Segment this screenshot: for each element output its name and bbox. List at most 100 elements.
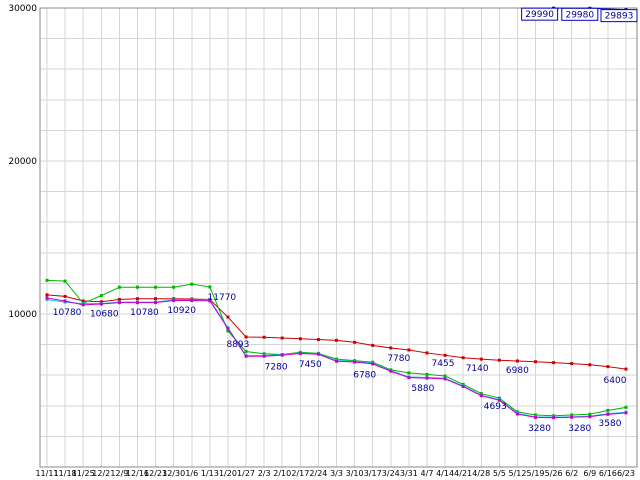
y-tick-label: 20000 bbox=[8, 157, 37, 167]
y-axis-tick-labels: 10000 20000 30000 bbox=[8, 4, 37, 320]
series-red-marker bbox=[606, 365, 610, 369]
x-tick-label: 5/5 bbox=[493, 469, 506, 478]
series-green-marker bbox=[624, 405, 628, 409]
point-label: 10920 bbox=[167, 306, 196, 316]
x-tick-label: 3/31 bbox=[400, 469, 418, 478]
series-magenta-marker bbox=[335, 359, 338, 363]
series-red-marker bbox=[63, 294, 67, 298]
series-magenta-marker bbox=[244, 354, 248, 358]
series-magenta-marker bbox=[190, 299, 194, 303]
x-tick-label: 12/9 bbox=[110, 469, 128, 478]
series-red-marker bbox=[262, 335, 266, 339]
series-green-marker bbox=[570, 413, 574, 417]
series-magenta-marker bbox=[570, 415, 574, 419]
series-magenta-marker bbox=[154, 301, 158, 305]
x-tick-label: 11/11 bbox=[35, 469, 58, 478]
series-red-marker bbox=[552, 361, 556, 365]
series-magenta-marker bbox=[534, 415, 538, 419]
series-red-marker bbox=[570, 362, 574, 366]
series-red-marker bbox=[335, 338, 338, 342]
series-magenta-marker bbox=[226, 327, 230, 331]
series-green-marker bbox=[190, 282, 194, 286]
x-tick-label: 1/6 bbox=[185, 469, 198, 478]
series-red-marker bbox=[425, 351, 429, 355]
series-magenta-marker bbox=[588, 415, 592, 419]
series-green-marker bbox=[63, 279, 67, 283]
series-red-marker bbox=[389, 346, 393, 350]
series-red-marker bbox=[45, 293, 49, 297]
point-labels: 10780 10680 10780 10920 11770 8893 7280 7450 678… bbox=[53, 7, 638, 434]
series-green-marker bbox=[99, 294, 103, 298]
series-green-marker bbox=[208, 285, 212, 289]
x-tick-label: 6/9 bbox=[583, 469, 596, 478]
series-magenta-marker bbox=[298, 351, 302, 355]
series-magenta-marker bbox=[81, 303, 85, 307]
point-label: 7280 bbox=[265, 363, 288, 373]
series-magenta bbox=[45, 296, 628, 420]
x-tick-label: 12/2 bbox=[92, 469, 110, 478]
series-green-marker bbox=[335, 357, 338, 361]
x-tick-label: 4/21 bbox=[454, 469, 472, 478]
boxed-point-label-frame bbox=[521, 7, 559, 21]
x-tick-label: 2/3 bbox=[258, 469, 271, 478]
x-tick-label: 1/13 bbox=[201, 469, 219, 478]
x-tick-label: 6/23 bbox=[617, 469, 635, 478]
point-label: 29980 bbox=[565, 10, 594, 20]
series-magenta-marker bbox=[425, 376, 429, 380]
series-magenta-marker bbox=[552, 416, 556, 420]
x-tick-label: 12/23 bbox=[144, 469, 167, 478]
series-green-marker bbox=[244, 349, 248, 353]
series-red-marker bbox=[298, 337, 302, 341]
x-tick-label: 1/27 bbox=[237, 469, 255, 478]
x-tick-label: 6/16 bbox=[599, 469, 617, 478]
x-tick-label: 3/24 bbox=[382, 469, 400, 478]
series-red-marker bbox=[443, 353, 447, 357]
series-green-marker bbox=[226, 329, 230, 333]
point-label: 4693 bbox=[484, 402, 507, 412]
series-red-marker bbox=[280, 336, 284, 340]
series-magenta-marker bbox=[479, 394, 483, 398]
series-magenta-marker bbox=[262, 354, 266, 358]
x-tick-label: 3/17 bbox=[364, 469, 382, 478]
x-tick-label: 4/28 bbox=[472, 469, 490, 478]
series-red-marker bbox=[244, 335, 248, 339]
series-green-marker bbox=[407, 371, 411, 375]
series-magenta-marker bbox=[461, 385, 465, 389]
point-label: 29990 bbox=[525, 10, 554, 20]
x-tick-label: 5/12 bbox=[508, 469, 526, 478]
series-magenta-marker bbox=[172, 299, 176, 303]
series-magenta-marker bbox=[497, 398, 501, 402]
series-cyan-marker bbox=[45, 297, 49, 301]
point-label: 29893 bbox=[605, 12, 634, 22]
point-label: 10780 bbox=[53, 308, 82, 318]
boxed-point-label-frame bbox=[600, 9, 638, 23]
series-green-marker bbox=[461, 382, 465, 386]
point-label: 10780 bbox=[130, 308, 159, 318]
point-label: 3580 bbox=[599, 419, 622, 429]
point-label: 5880 bbox=[411, 384, 434, 394]
point-label: 7450 bbox=[299, 360, 322, 370]
x-tick-label: 4/14 bbox=[436, 469, 454, 478]
series-green-marker bbox=[443, 374, 447, 378]
point-label: 10680 bbox=[90, 310, 119, 320]
x-tick-label: 12/16 bbox=[126, 469, 149, 478]
series-magenta-marker bbox=[135, 301, 139, 305]
point-label: 6400 bbox=[604, 376, 627, 386]
series-red-marker bbox=[461, 356, 465, 360]
point-label: 6980 bbox=[506, 366, 529, 376]
series-green-marker bbox=[534, 413, 538, 417]
x-tick-label: 1/20 bbox=[219, 469, 237, 478]
series-green-marker bbox=[172, 285, 176, 289]
series-red-marker bbox=[497, 358, 501, 362]
y-tick-label: 30000 bbox=[8, 4, 37, 14]
series-magenta-marker bbox=[371, 362, 375, 366]
series-green-marker bbox=[154, 285, 158, 289]
series-red-marker bbox=[371, 343, 375, 347]
series-red-marker bbox=[479, 357, 483, 361]
series-green-marker bbox=[606, 408, 610, 412]
x-tick-label: 11/25 bbox=[72, 469, 95, 478]
series-red-marker bbox=[316, 338, 320, 342]
series-magenta-marker bbox=[63, 299, 67, 303]
